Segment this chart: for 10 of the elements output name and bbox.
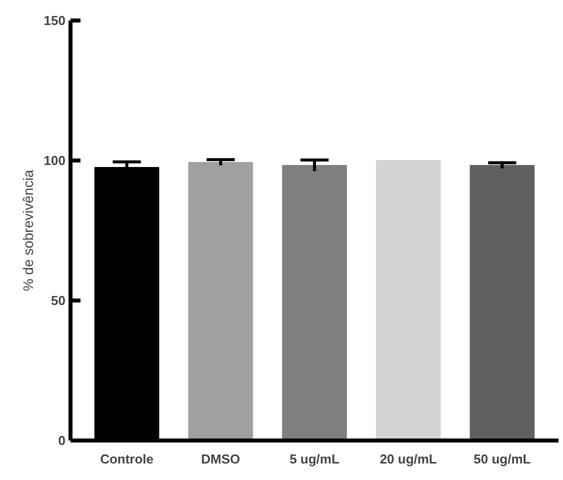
x-tick-label: 5 ug/mL: [290, 452, 340, 466]
y-tick-label: 100: [44, 153, 66, 168]
x-tick-label: DMSO: [201, 452, 240, 466]
y-tick-label: 50: [51, 293, 66, 308]
y-tick-label: 0: [58, 433, 66, 448]
x-tick-label: 50 ug/mL: [474, 452, 531, 466]
y-tick-label: 150: [44, 13, 66, 28]
x-tick-label: Controle: [100, 452, 154, 466]
y-axis-title: % de sobrevivência: [20, 170, 36, 292]
x-tick-label: 20 ug/mL: [380, 452, 437, 466]
